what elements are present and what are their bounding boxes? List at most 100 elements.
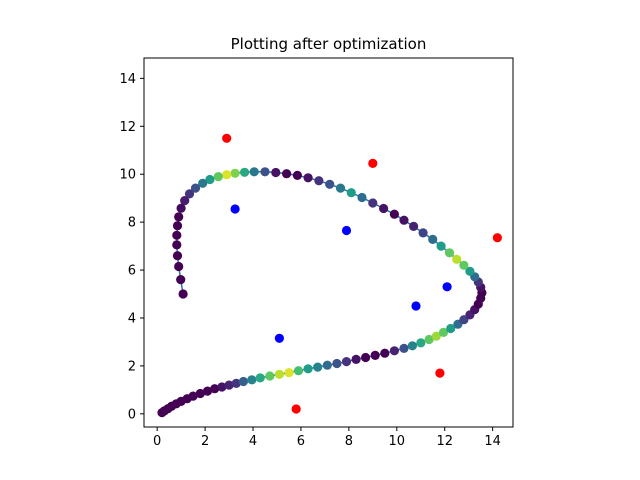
path-point [332,358,342,369]
path-point [271,167,281,178]
path-point [217,382,227,392]
path-point [180,196,190,206]
path-point [322,360,332,370]
path-point [178,289,188,299]
red-point [291,404,301,414]
path-point [446,323,456,334]
path-point [292,170,302,180]
red-point [368,158,378,168]
path-point [431,331,441,341]
x-tick-label: 12 [436,434,453,449]
path-point [438,327,449,337]
path-point [284,368,294,378]
path-point [249,167,259,177]
axes-frame [143,57,514,428]
path-point [274,369,284,379]
path-point [346,188,356,198]
path-point [436,241,446,251]
path-point [172,221,183,231]
path-point [389,209,399,219]
path-point [205,174,215,185]
x-tick-label: 6 [297,434,305,449]
path-point [465,266,475,276]
path-point [222,170,232,180]
y-tick-label: 2 [128,359,136,374]
path-point [325,179,335,189]
path-point [188,391,198,401]
path-point [399,343,409,353]
path-point [459,260,469,270]
path-point [452,254,462,264]
path-point [303,364,313,374]
path-point [202,386,213,396]
path-point [172,230,182,240]
y-tick-label: 10 [119,168,136,183]
path-point [176,275,186,285]
chart-title: Plotting after optimization [231,35,427,53]
blue-point [230,204,240,214]
path-point [176,203,186,213]
path-point [247,375,257,385]
path-point [370,350,380,360]
y-axis: 0 2 4 6 8 10 12 14 [119,72,144,422]
path-point [351,354,361,364]
x-tick-label: 14 [484,434,501,449]
path-point [380,348,390,358]
blue-point [274,333,284,343]
x-tick-label: 0 [153,434,161,449]
path-point [282,169,292,179]
path-point [407,341,417,351]
path-point [389,346,399,356]
path-point [335,183,346,193]
path-line [161,171,483,414]
path-point [172,240,182,250]
path-point [444,248,455,258]
y-tick-label: 6 [128,264,136,279]
path-point [238,376,248,387]
red-point [492,233,502,243]
path-point [265,371,275,381]
blue-point [411,301,421,311]
path-point [174,212,184,222]
y-tick-label: 0 [128,407,136,422]
path-point [260,167,270,177]
path-point [313,362,323,372]
path-point [195,388,205,399]
y-tick-label: 14 [119,72,136,87]
x-tick-label: 8 [345,434,353,449]
path-point [213,172,223,182]
path-point [428,234,438,244]
y-tick-label: 8 [128,216,136,231]
x-tick-label: 2 [201,434,209,449]
x-axis: 0 2 4 6 8 10 12 14 [153,427,501,449]
path-point [240,167,250,177]
red-point [222,133,232,143]
path-point [198,178,208,188]
blue-point [442,282,452,292]
path-point [368,198,378,208]
path-point [409,221,419,231]
path-point [174,261,184,272]
path-point [224,380,234,390]
plot-marks [157,133,502,418]
path-point [314,176,324,186]
red-point [435,368,445,378]
path-point [357,192,367,203]
y-tick-label: 4 [128,311,136,326]
y-tick-label: 12 [119,120,136,135]
path-point [416,338,426,348]
path-point [190,183,201,193]
path-point [210,384,220,394]
path-point [230,168,240,178]
path-point [341,357,352,367]
path-point [255,373,265,383]
blue-point [341,225,352,236]
path-point [361,352,371,363]
x-tick-label: 4 [249,434,257,449]
path-point [231,378,241,388]
x-tick-label: 10 [389,434,406,449]
path-point [184,189,195,199]
path-point [379,203,389,214]
path-point [418,228,428,238]
